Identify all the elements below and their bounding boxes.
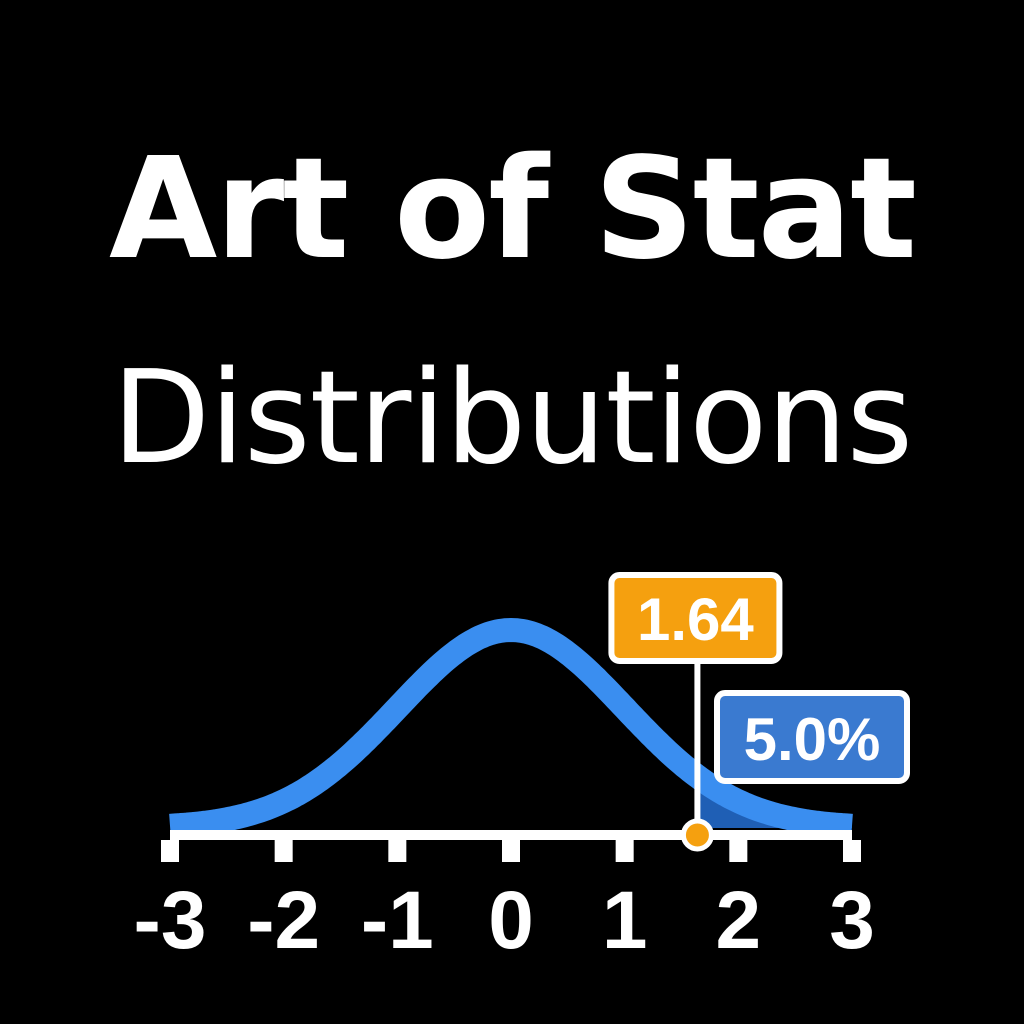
upper-tail-area	[697, 776, 852, 828]
x-tick-label: -2	[247, 875, 320, 966]
x-axis-tick-labels: -3 -2 -1 0 1 2 3	[134, 875, 875, 966]
x-tick-label: -3	[134, 875, 207, 966]
x-axis-ticks	[161, 840, 861, 862]
app-subtitle: Distributions	[111, 344, 913, 493]
x-tick-label: -1	[361, 875, 434, 966]
x-tick	[615, 840, 634, 862]
cutoff-marker	[680, 818, 714, 852]
x-tick	[388, 840, 407, 862]
x-tick	[161, 840, 179, 862]
x-tick-label: 3	[829, 875, 875, 966]
tail-percent-label: 5.0%	[744, 706, 881, 773]
x-tick-label: 0	[488, 875, 534, 966]
app-title: Art of Stat	[108, 128, 917, 291]
density-curve	[169, 617, 853, 838]
x-tick	[502, 840, 520, 862]
x-tick	[274, 840, 293, 862]
x-tick	[729, 840, 748, 862]
cutoff-value-label: 1.64	[637, 586, 754, 653]
x-tick-label: 2	[716, 875, 762, 966]
x-tick-label: 1	[602, 875, 648, 966]
x-tick	[843, 840, 861, 862]
cutoff-badge: 1.64	[608, 572, 783, 664]
tail-percent-badge: 5.0%	[714, 690, 910, 784]
